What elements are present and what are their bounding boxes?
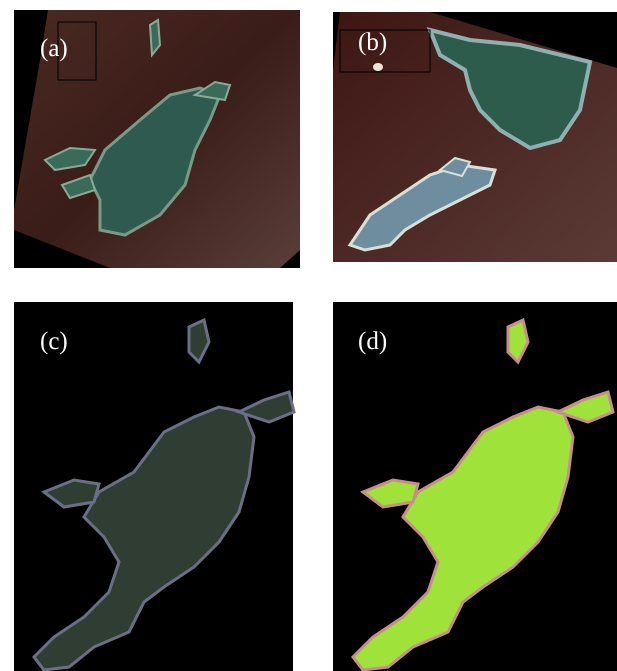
island: [373, 63, 383, 71]
panel-label: (d): [358, 328, 387, 355]
panel-label: (c): [40, 328, 68, 355]
panel-d: (d): [333, 302, 617, 671]
page: (a) (b) (c) (d) (() => { const: [0, 0, 617, 671]
panel-label: (a): [40, 35, 68, 62]
figure: (a) (b) (c) (d): [0, 0, 617, 671]
panel-b: (b): [333, 12, 617, 262]
panel-a: (a): [14, 10, 300, 268]
panel-c: (c): [14, 302, 294, 671]
panel-label: (b): [358, 29, 387, 56]
